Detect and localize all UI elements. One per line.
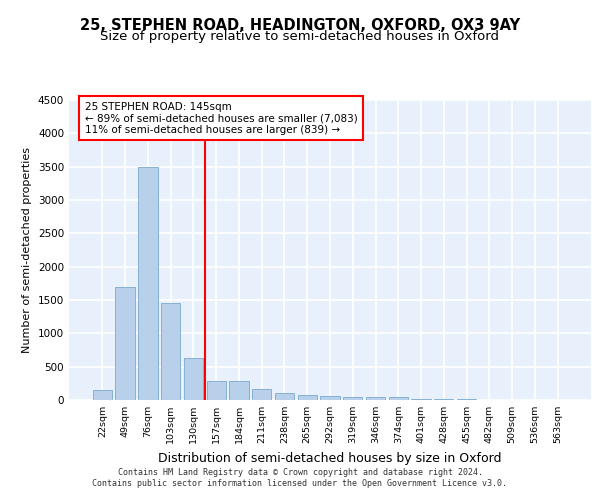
X-axis label: Distribution of semi-detached houses by size in Oxford: Distribution of semi-detached houses by … <box>158 452 502 464</box>
Bar <box>115 286 135 400</box>
Bar <box>298 395 317 400</box>
Bar <box>184 358 203 400</box>
Bar <box>138 166 158 400</box>
Bar <box>206 382 226 400</box>
Bar <box>161 304 181 400</box>
Bar <box>412 399 431 400</box>
Text: Contains HM Land Registry data © Crown copyright and database right 2024.
Contai: Contains HM Land Registry data © Crown c… <box>92 468 508 487</box>
Bar <box>343 397 362 400</box>
Bar <box>366 396 385 400</box>
Bar <box>389 398 408 400</box>
Bar <box>93 390 112 400</box>
Bar <box>252 390 271 400</box>
Bar <box>320 396 340 400</box>
Bar <box>275 394 294 400</box>
Y-axis label: Number of semi-detached properties: Number of semi-detached properties <box>22 147 32 353</box>
Text: 25, STEPHEN ROAD, HEADINGTON, OXFORD, OX3 9AY: 25, STEPHEN ROAD, HEADINGTON, OXFORD, OX… <box>80 18 520 32</box>
Text: Size of property relative to semi-detached houses in Oxford: Size of property relative to semi-detach… <box>101 30 499 43</box>
Bar <box>229 382 248 400</box>
Text: 25 STEPHEN ROAD: 145sqm
← 89% of semi-detached houses are smaller (7,083)
11% of: 25 STEPHEN ROAD: 145sqm ← 89% of semi-de… <box>85 102 358 134</box>
